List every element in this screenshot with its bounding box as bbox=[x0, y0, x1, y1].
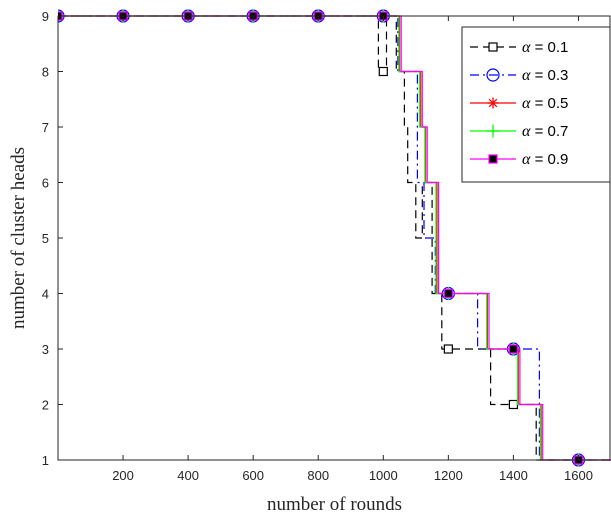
x-tick-label: 1400 bbox=[499, 468, 528, 483]
y-tick-label: 4 bbox=[42, 287, 49, 302]
series-marker bbox=[443, 344, 453, 354]
legend-marker bbox=[486, 124, 500, 138]
y-tick-label: 7 bbox=[42, 120, 49, 135]
legend-alpha-symbol: α bbox=[522, 67, 531, 84]
legend-entry: α = 0.1 bbox=[470, 39, 568, 56]
legend-entry: α = 0.9 bbox=[470, 151, 568, 168]
x-axis-title: number of rounds bbox=[267, 494, 402, 515]
legend-label: α = 0.3 bbox=[522, 67, 568, 84]
legend-marker bbox=[487, 97, 499, 109]
asterisk-stroke bbox=[488, 98, 498, 108]
x-tick-label: 200 bbox=[112, 468, 134, 483]
series-line bbox=[58, 15, 611, 461]
legend-value: = 0.1 bbox=[530, 39, 568, 56]
legend-label: α = 0.7 bbox=[522, 123, 568, 140]
y-axis-title: number of cluster heads bbox=[8, 147, 29, 329]
x-tick-label: 1600 bbox=[564, 468, 593, 483]
legend-value: = 0.5 bbox=[530, 95, 568, 112]
y-axis: 1 2 3 4 5 6 7 8 9 bbox=[42, 9, 63, 468]
legend-marker bbox=[488, 42, 498, 52]
legend: α = 0.1α = 0.3α = 0.5α = 0.7α = 0.9 bbox=[461, 26, 611, 183]
y-tick-label: 1 bbox=[42, 453, 49, 468]
legend-alpha-symbol: α bbox=[522, 39, 531, 56]
x-tick-label: 400 bbox=[177, 468, 199, 483]
legend-entry: α = 0.3 bbox=[470, 67, 568, 84]
legend-label: α = 0.1 bbox=[522, 39, 568, 56]
series-marker bbox=[378, 66, 388, 77]
legend-entry: α = 0.7 bbox=[470, 123, 568, 140]
y-tick-label: 2 bbox=[42, 398, 49, 413]
series-line bbox=[58, 15, 611, 461]
legend-entry: α = 0.5 bbox=[470, 95, 568, 112]
legend-label: α = 0.5 bbox=[522, 95, 568, 112]
x-tick-label: 800 bbox=[307, 468, 329, 483]
legend-alpha-symbol: α bbox=[522, 123, 531, 140]
legend-marker bbox=[488, 154, 498, 164]
legend-alpha-symbol: α bbox=[522, 95, 531, 112]
y-tick-label: 6 bbox=[42, 176, 49, 191]
series-marker bbox=[508, 399, 519, 410]
legend-value: = 0.9 bbox=[530, 151, 568, 168]
series-marker bbox=[443, 288, 453, 299]
legend-value: = 0.3 bbox=[530, 67, 568, 84]
y-tick-label: 3 bbox=[42, 342, 49, 357]
y-tick-label: 5 bbox=[42, 231, 49, 246]
x-tick-label: 1200 bbox=[434, 468, 463, 483]
legend-label: α = 0.9 bbox=[522, 151, 568, 168]
legend-alpha-symbol: α bbox=[522, 151, 531, 168]
legend-marker bbox=[486, 68, 500, 82]
y-tick-label: 9 bbox=[42, 9, 49, 24]
legend-value: = 0.7 bbox=[530, 123, 568, 140]
plot-frame bbox=[57, 15, 611, 461]
x-tick-label: 600 bbox=[242, 468, 264, 483]
series-marker bbox=[508, 344, 519, 354]
x-tick-label: 1000 bbox=[369, 468, 398, 483]
x-axis: 200 400 600 800 1000 1200 1400 1600 bbox=[112, 16, 593, 483]
y-tick-label: 8 bbox=[42, 65, 49, 80]
legend-box bbox=[461, 26, 611, 183]
